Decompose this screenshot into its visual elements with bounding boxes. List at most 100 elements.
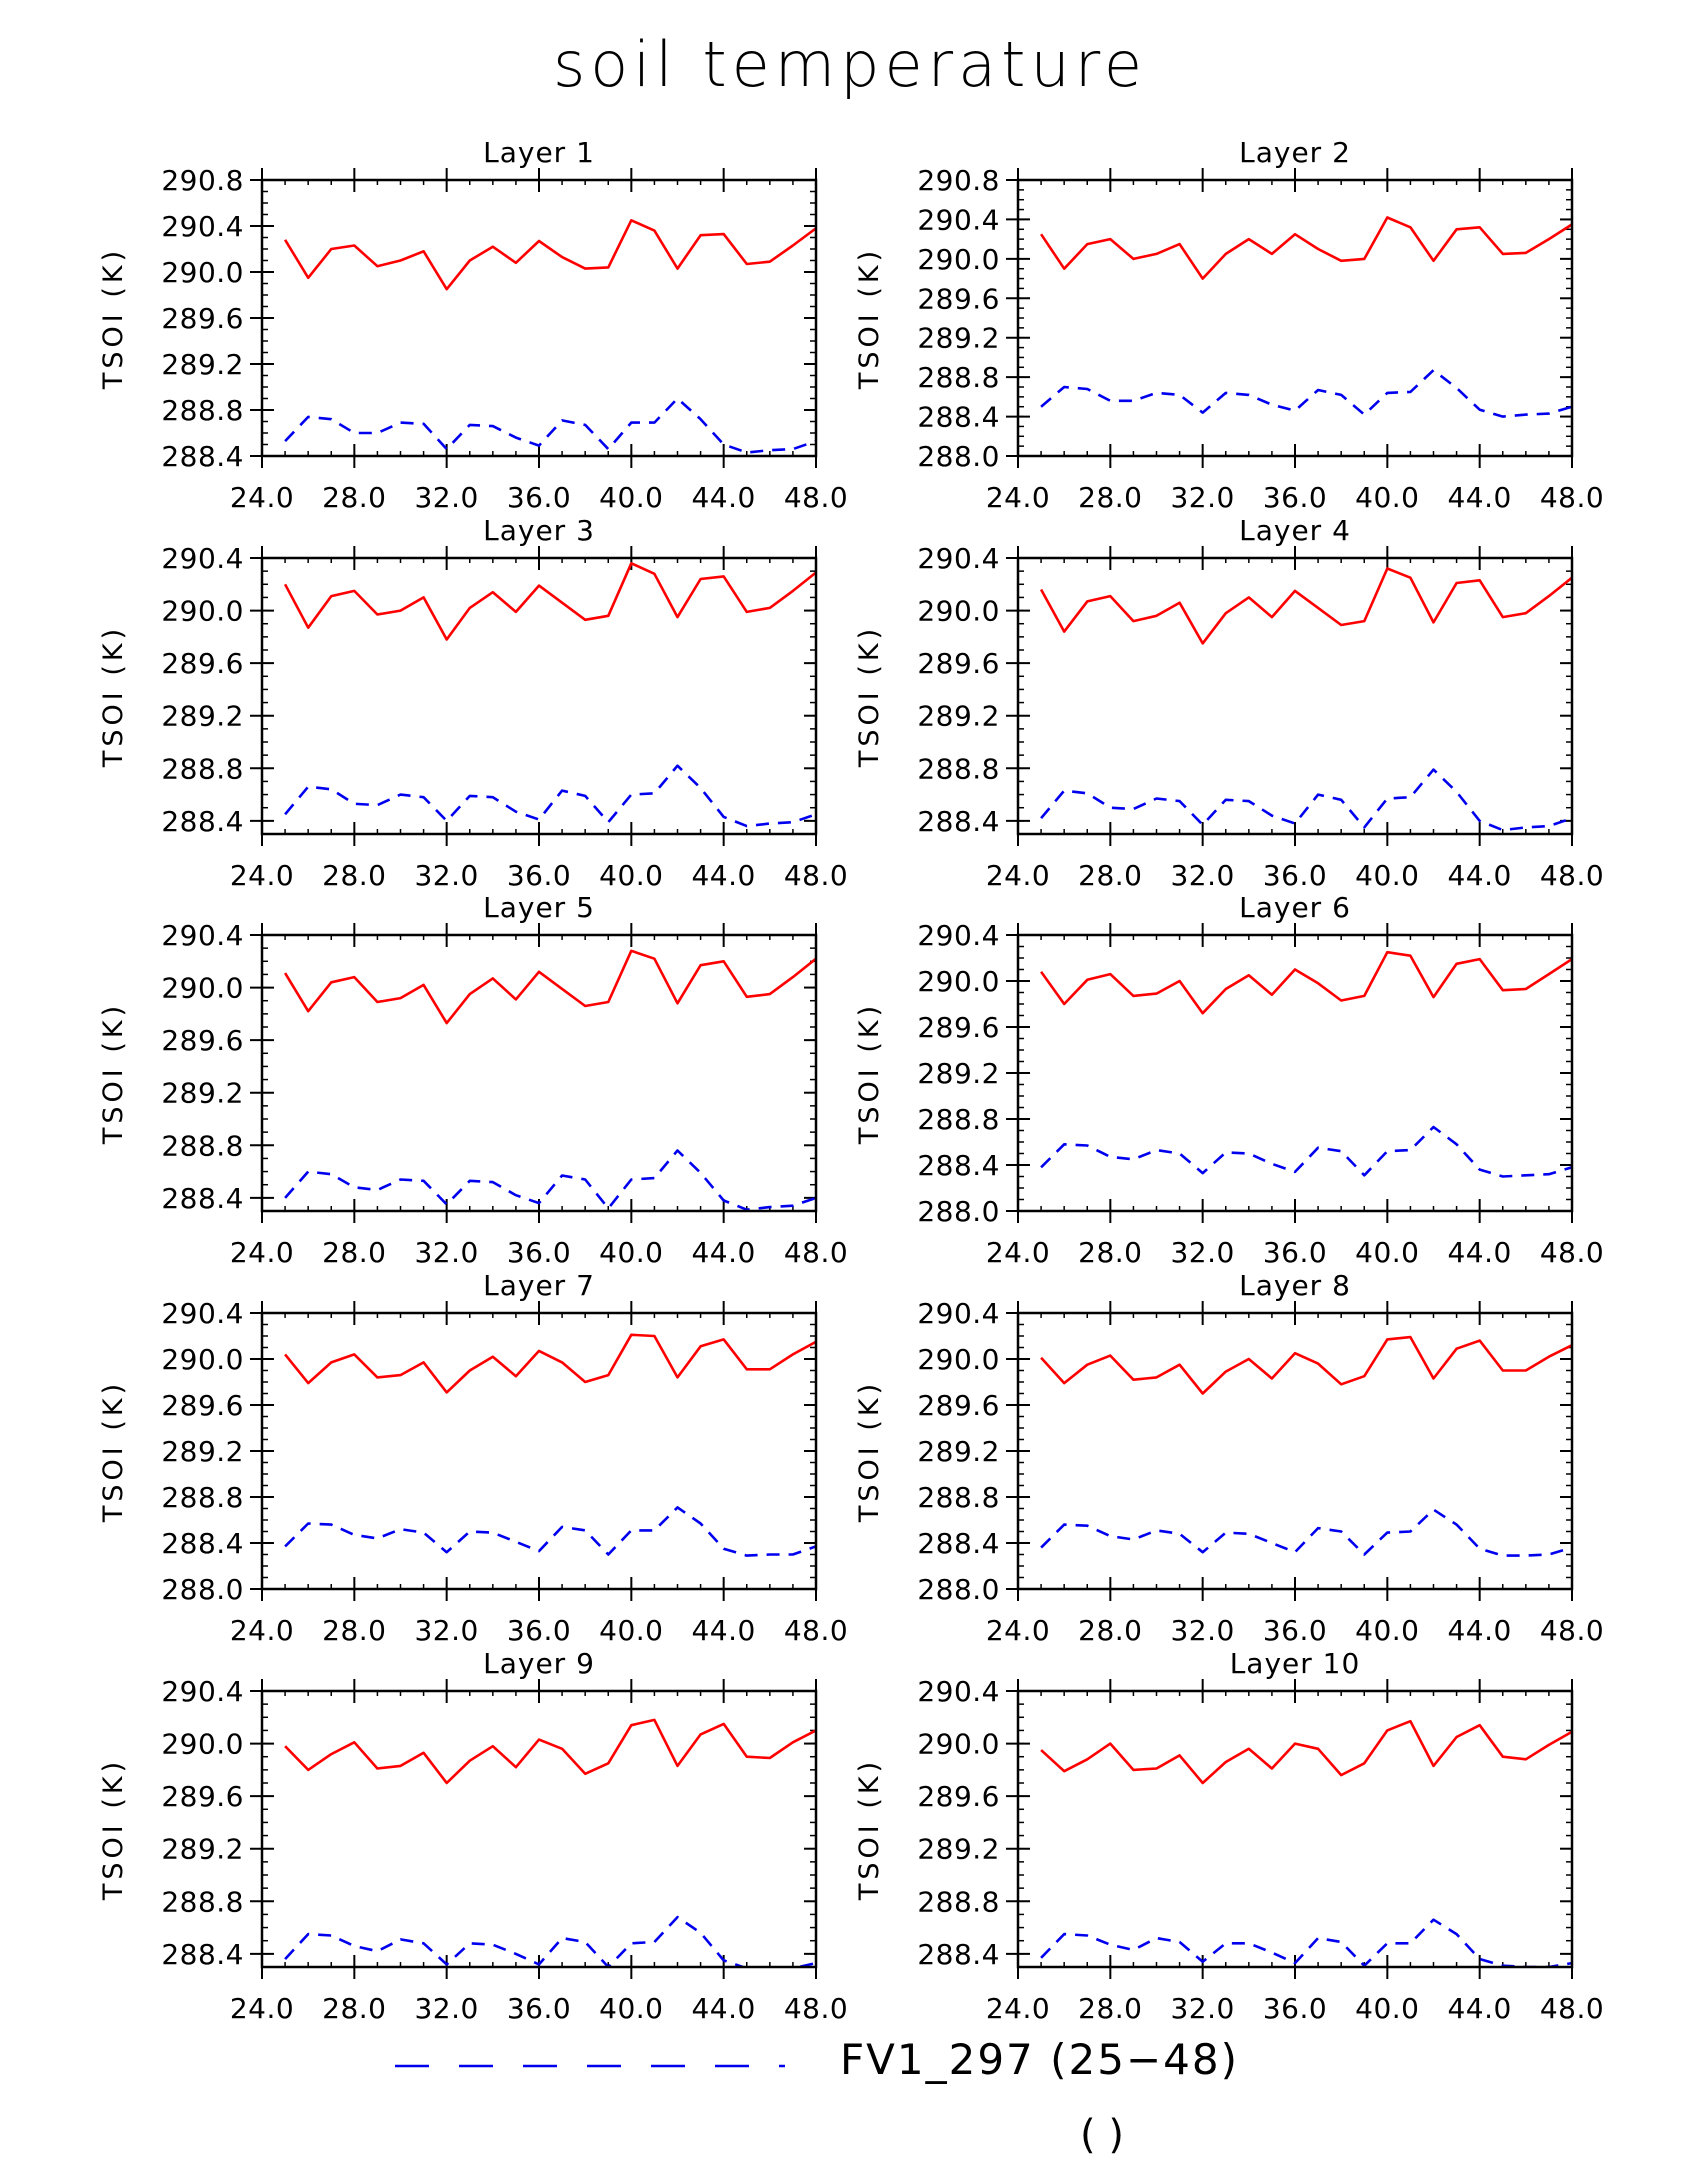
x-tick-label: 32.0	[414, 1236, 478, 1269]
panel-layer-8: Layer 8 TSOI (K) 288.0 288.4 288.8 289.2 289.6…	[854, 1269, 1604, 1647]
y-tick-label: 290.0	[917, 965, 1000, 998]
x-tick-label: 32.0	[414, 859, 478, 892]
x-tick-label: 32.0	[414, 1614, 478, 1647]
series-line-dashed	[1040, 768, 1572, 832]
y-tick-label: 290.0	[917, 243, 1000, 276]
cutoff-text: ( )	[1080, 2112, 1124, 2158]
y-tick-label: 289.2	[161, 1077, 244, 1110]
series-line-solid	[1040, 216, 1572, 280]
x-tick-label: 36.0	[1263, 859, 1327, 892]
y-tick-label: 288.0	[161, 1573, 244, 1606]
x-tick-label: 48.0	[784, 481, 848, 514]
x-tick-label: 40.0	[599, 481, 663, 514]
panel-title: Layer 10	[1230, 1647, 1361, 1680]
x-tick-label: 32.0	[1170, 1992, 1234, 2025]
y-tick-label: 288.8	[161, 1129, 244, 1162]
series-line-solid	[1040, 950, 1572, 1015]
y-tick-label: 289.2	[161, 700, 244, 733]
x-tick-label: 40.0	[599, 1236, 663, 1269]
x-tick-label: 36.0	[1263, 481, 1327, 514]
plot-frame	[260, 556, 818, 836]
x-tick-label: 48.0	[1540, 481, 1604, 514]
series-line-solid	[1039, 567, 1572, 645]
x-tick-label: 28.0	[322, 1992, 386, 2025]
x-tick-label: 24.0	[986, 1236, 1050, 1269]
x-tick-label: 28.0	[1078, 859, 1142, 892]
y-tick-label: 290.0	[161, 595, 244, 628]
y-tick-label: 290.0	[161, 1728, 244, 1761]
y-axis-label: TSOI (K)	[98, 1380, 129, 1523]
series-line-dashed	[1040, 1508, 1572, 1557]
y-tick-label: 289.2	[161, 348, 244, 381]
y-tick-label: 290.0	[161, 256, 244, 289]
x-tick-label: 36.0	[507, 1614, 571, 1647]
x-tick-label: 44.0	[691, 1614, 755, 1647]
panel-layer-7: Layer 7 TSOI (K) 288.0 288.4 288.8 289.2 289.6…	[98, 1269, 848, 1647]
y-tick-label: 290.8	[161, 164, 244, 197]
panel-title: Layer 8	[1239, 1269, 1351, 1302]
series-line-solid	[283, 949, 816, 1025]
x-tick-label: 44.0	[691, 859, 755, 892]
plot-frame	[260, 1311, 818, 1591]
x-tick-label: 32.0	[1170, 1236, 1234, 1269]
y-tick-label: 289.6	[161, 647, 244, 680]
x-tick-label: 32.0	[1170, 1614, 1234, 1647]
x-tick-label: 44.0	[1447, 1992, 1511, 2025]
x-tick-label: 40.0	[599, 1614, 663, 1647]
y-tick-label: 288.8	[917, 752, 1000, 785]
x-tick-label: 48.0	[784, 1614, 848, 1647]
x-tick-label: 24.0	[986, 859, 1050, 892]
y-tick-label: 289.2	[161, 1833, 244, 1866]
x-tick-label: 44.0	[1447, 859, 1511, 892]
plot-frame	[1016, 933, 1574, 1213]
x-tick-label: 32.0	[414, 481, 478, 514]
y-tick-label: 288.0	[917, 1573, 1000, 1606]
y-tick-label: 289.6	[917, 1780, 1000, 1813]
y-axis-label: TSOI (K)	[854, 1002, 885, 1145]
x-tick-label: 28.0	[1078, 1236, 1142, 1269]
series-line-solid	[1040, 1335, 1572, 1395]
panel-layer-2: Layer 2 TSOI (K) 288.0 288.4 288.8 289.2 289.6…	[854, 136, 1604, 514]
y-tick-label: 289.6	[161, 1389, 244, 1422]
series-line-dashed	[1040, 1125, 1572, 1178]
x-tick-label: 28.0	[322, 1614, 386, 1647]
y-axis-label: TSOI (K)	[98, 1758, 129, 1901]
x-tick-label: 44.0	[691, 481, 755, 514]
y-tick-label: 289.2	[917, 322, 1000, 355]
y-tick-label: 288.8	[917, 1481, 1000, 1514]
plot-frame	[260, 933, 818, 1213]
y-tick-label: 289.6	[917, 1011, 1000, 1044]
series-line-dashed	[284, 397, 816, 454]
panel-title: Layer 1	[483, 136, 595, 169]
plot-frame	[1016, 1689, 1574, 1969]
x-tick-label: 48.0	[784, 1992, 848, 2025]
y-tick-label: 290.4	[161, 542, 244, 575]
y-tick-label: 289.6	[917, 1389, 1000, 1422]
panel-title: Layer 3	[483, 514, 595, 547]
x-tick-label: 40.0	[599, 1992, 663, 2025]
x-tick-label: 40.0	[1355, 1992, 1419, 2025]
x-tick-label: 28.0	[1078, 1992, 1142, 2025]
y-tick-label: 288.4	[161, 1527, 244, 1560]
y-tick-label: 290.4	[917, 542, 1000, 575]
y-tick-label: 290.4	[917, 203, 1000, 236]
panel-title: Layer 4	[1239, 514, 1351, 547]
series-line-dashed	[284, 1149, 816, 1211]
y-tick-label: 290.8	[917, 164, 1000, 197]
y-tick-label: 288.8	[917, 1103, 1000, 1136]
series-line-dashed	[1040, 368, 1572, 418]
panel-layer-3: Layer 3 TSOI (K) 288.4 288.8 289.2 289.6 290.0…	[98, 514, 848, 892]
x-tick-label: 28.0	[322, 481, 386, 514]
y-tick-label: 288.4	[161, 805, 244, 838]
y-tick-label: 290.0	[917, 1343, 1000, 1376]
y-tick-label: 290.4	[917, 919, 1000, 952]
y-tick-label: 288.0	[917, 1195, 1000, 1228]
series-line-dashed	[284, 1506, 816, 1557]
x-tick-label: 28.0	[322, 859, 386, 892]
y-tick-label: 288.8	[161, 752, 244, 785]
x-tick-label: 48.0	[1540, 1992, 1604, 2025]
panel-layer-4: Layer 4 TSOI (K) 288.4 288.8 289.2 289.6 290.0…	[854, 514, 1604, 892]
x-tick-label: 36.0	[1263, 1614, 1327, 1647]
y-tick-label: 288.8	[917, 1885, 1000, 1918]
